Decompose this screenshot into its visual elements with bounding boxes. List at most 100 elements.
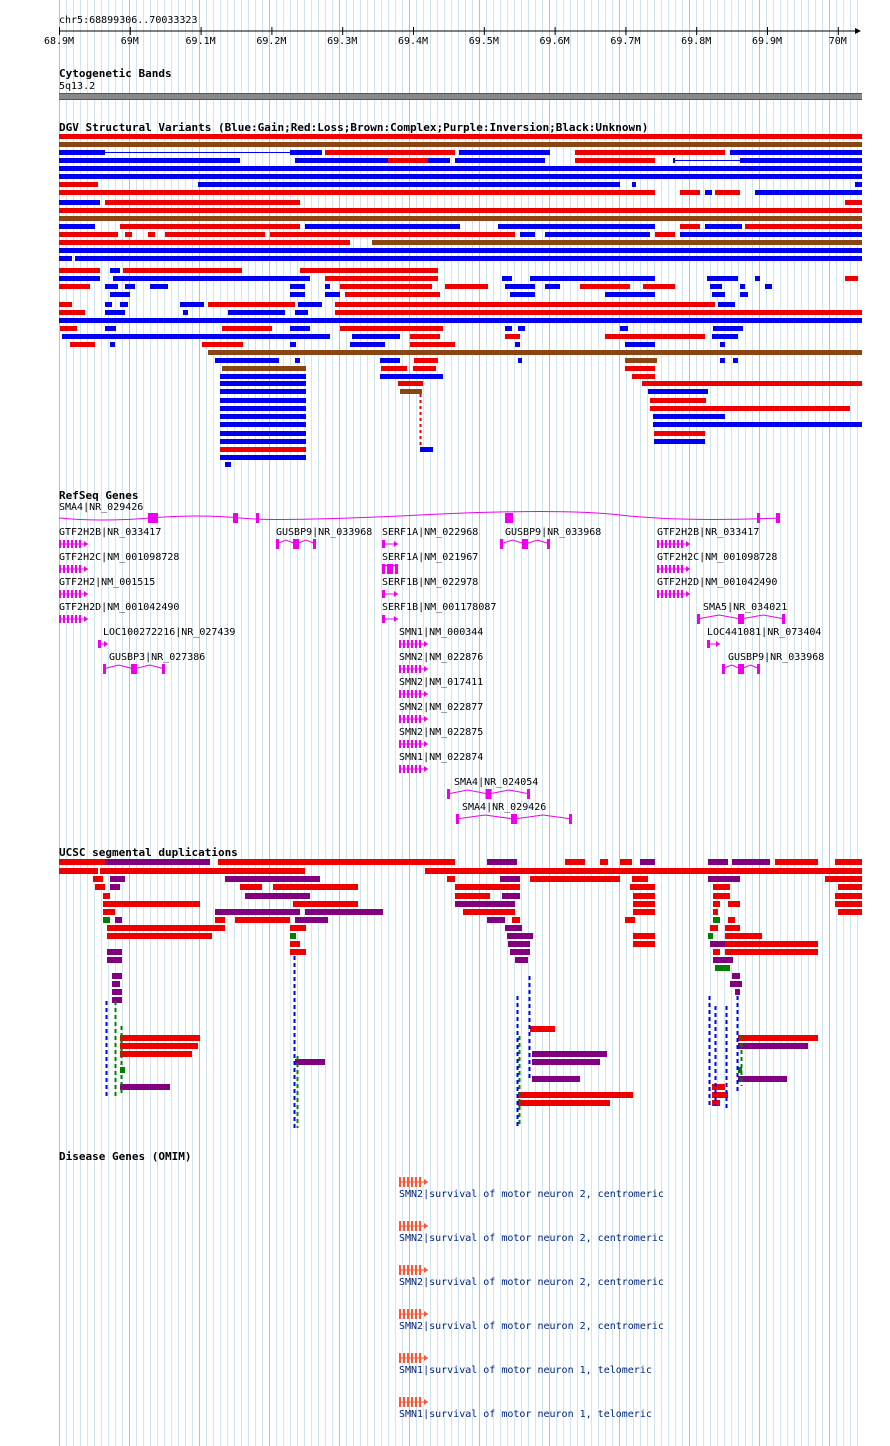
- refseq-gene-label[interactable]: SMA4|NR_024054: [454, 777, 539, 788]
- dgv-variant[interactable]: [105, 200, 300, 205]
- segdup-block[interactable]: [738, 1067, 742, 1073]
- segdup-block[interactable]: [425, 868, 862, 874]
- refseq-exon[interactable]: [67, 615, 69, 623]
- refseq-exon[interactable]: [98, 640, 101, 648]
- segdup-block[interactable]: [110, 876, 125, 882]
- segdup-block[interactable]: [708, 859, 728, 865]
- segdup-block[interactable]: [215, 917, 225, 923]
- dgv-variant[interactable]: [340, 326, 443, 331]
- omim-exon[interactable]: [407, 1309, 409, 1319]
- refseq-exon[interactable]: [382, 590, 385, 598]
- dgv-variant[interactable]: [59, 268, 100, 273]
- omim-strand-arrow[interactable]: [424, 1267, 428, 1273]
- segdup-block[interactable]: [93, 876, 103, 882]
- segdup-block[interactable]: [835, 893, 862, 899]
- segdup-block[interactable]: [712, 1100, 720, 1106]
- refseq-exon[interactable]: [75, 590, 77, 598]
- refseq-exon[interactable]: [407, 715, 409, 723]
- segdup-block[interactable]: [235, 917, 290, 923]
- dgv-variant[interactable]: [183, 310, 188, 315]
- dgv-variant[interactable]: [198, 182, 620, 187]
- dgv-variant[interactable]: [220, 389, 306, 394]
- refseq-exon[interactable]: [79, 540, 81, 548]
- refseq-exon[interactable]: [677, 590, 679, 598]
- refseq-exon[interactable]: [411, 640, 413, 648]
- segdup-block[interactable]: [218, 859, 455, 865]
- segdup-block[interactable]: [713, 957, 733, 963]
- refseq-exon[interactable]: [407, 690, 409, 698]
- refseq-exon[interactable]: [233, 513, 238, 523]
- omim-exon[interactable]: [419, 1177, 421, 1187]
- dgv-variant[interactable]: [545, 232, 650, 237]
- segdup-block[interactable]: [273, 884, 358, 890]
- segdup-block[interactable]: [732, 973, 740, 979]
- segdup-block[interactable]: [565, 859, 585, 865]
- segdup-block[interactable]: [215, 909, 300, 915]
- dgv-variant[interactable]: [718, 302, 735, 307]
- segdup-block[interactable]: [633, 941, 655, 947]
- segdup-block[interactable]: [500, 876, 520, 882]
- refseq-exon[interactable]: [71, 540, 73, 548]
- segdups-track[interactable]: [0, 856, 890, 1136]
- dgv-variant[interactable]: [290, 150, 322, 155]
- dgv-variant[interactable]: [59, 302, 72, 307]
- refseq-gene-label[interactable]: SMA4|NR_029426: [462, 802, 547, 813]
- refseq-exon[interactable]: [722, 664, 725, 674]
- refseq-gene-label[interactable]: LOC441081|NR_073404: [707, 627, 822, 638]
- segdup-block[interactable]: [293, 901, 358, 907]
- dgv-variant[interactable]: [705, 190, 712, 195]
- dgv-variant[interactable]: [455, 158, 545, 163]
- dgv-variant[interactable]: [680, 190, 700, 195]
- refseq-gene-label[interactable]: SMN2|NM_022875: [399, 727, 484, 738]
- segdup-block[interactable]: [715, 965, 730, 971]
- dgv-variant[interactable]: [350, 342, 385, 347]
- segdup-block[interactable]: [710, 941, 725, 947]
- refseq-exon[interactable]: [399, 765, 401, 773]
- omim-gene-label[interactable]: SMN2|survival of motor neuron 2, centrom…: [399, 1277, 664, 1288]
- refseq-exon[interactable]: [669, 590, 671, 598]
- segdup-block[interactable]: [290, 925, 306, 931]
- refseq-gene-label[interactable]: GTF2H2D|NM_001042490: [657, 577, 778, 588]
- segdup-block[interactable]: [712, 1084, 725, 1090]
- segdup-block[interactable]: [487, 917, 505, 923]
- refseq-exon[interactable]: [407, 665, 409, 673]
- dgv-variant[interactable]: [59, 284, 90, 289]
- dgv-variant[interactable]: [845, 276, 858, 281]
- omim-gene-label[interactable]: SMN2|survival of motor neuron 2, centrom…: [399, 1233, 664, 1244]
- dgv-variant[interactable]: [654, 439, 705, 444]
- refseq-exon[interactable]: [673, 540, 675, 548]
- dgv-variant[interactable]: [673, 158, 675, 163]
- omim-exon[interactable]: [399, 1397, 401, 1407]
- dgv-variant[interactable]: [59, 248, 862, 253]
- dgv-variant[interactable]: [290, 342, 296, 347]
- dgv-variant[interactable]: [220, 431, 306, 436]
- dgv-variant[interactable]: [228, 310, 285, 315]
- refseq-exon[interactable]: [419, 765, 421, 773]
- dgv-variant[interactable]: [110, 292, 130, 297]
- omim-gene-label[interactable]: SMN1|survival of motor neuron 1, telomer…: [399, 1409, 652, 1420]
- refseq-exon[interactable]: [419, 640, 421, 648]
- omim-exon[interactable]: [399, 1265, 401, 1275]
- refseq-exon[interactable]: [456, 814, 459, 824]
- dgv-variant[interactable]: [59, 150, 105, 155]
- refseq-strand-arrow[interactable]: [716, 641, 720, 647]
- ruler-tick-label[interactable]: 69.2M: [256, 36, 286, 47]
- segdup-block[interactable]: [625, 917, 635, 923]
- dgv-variant[interactable]: [505, 326, 512, 331]
- omim-exon[interactable]: [399, 1177, 401, 1187]
- dgv-variant[interactable]: [59, 190, 655, 195]
- dgv-variant[interactable]: [680, 224, 700, 229]
- omim-strand-arrow[interactable]: [424, 1355, 428, 1361]
- dgv-variant[interactable]: [105, 284, 118, 289]
- dgv-variant[interactable]: [165, 232, 265, 237]
- dgv-variant[interactable]: [295, 158, 450, 163]
- dgv-variant[interactable]: [220, 414, 306, 419]
- segdup-block[interactable]: [225, 876, 320, 882]
- segdup-block[interactable]: [112, 973, 122, 979]
- dgv-variant[interactable]: [515, 342, 520, 347]
- omim-exon[interactable]: [419, 1265, 421, 1275]
- refseq-exon[interactable]: [677, 540, 679, 548]
- dgv-variant[interactable]: [413, 366, 436, 371]
- dgv-variant[interactable]: [59, 224, 95, 229]
- dgv-variant[interactable]: [59, 310, 85, 315]
